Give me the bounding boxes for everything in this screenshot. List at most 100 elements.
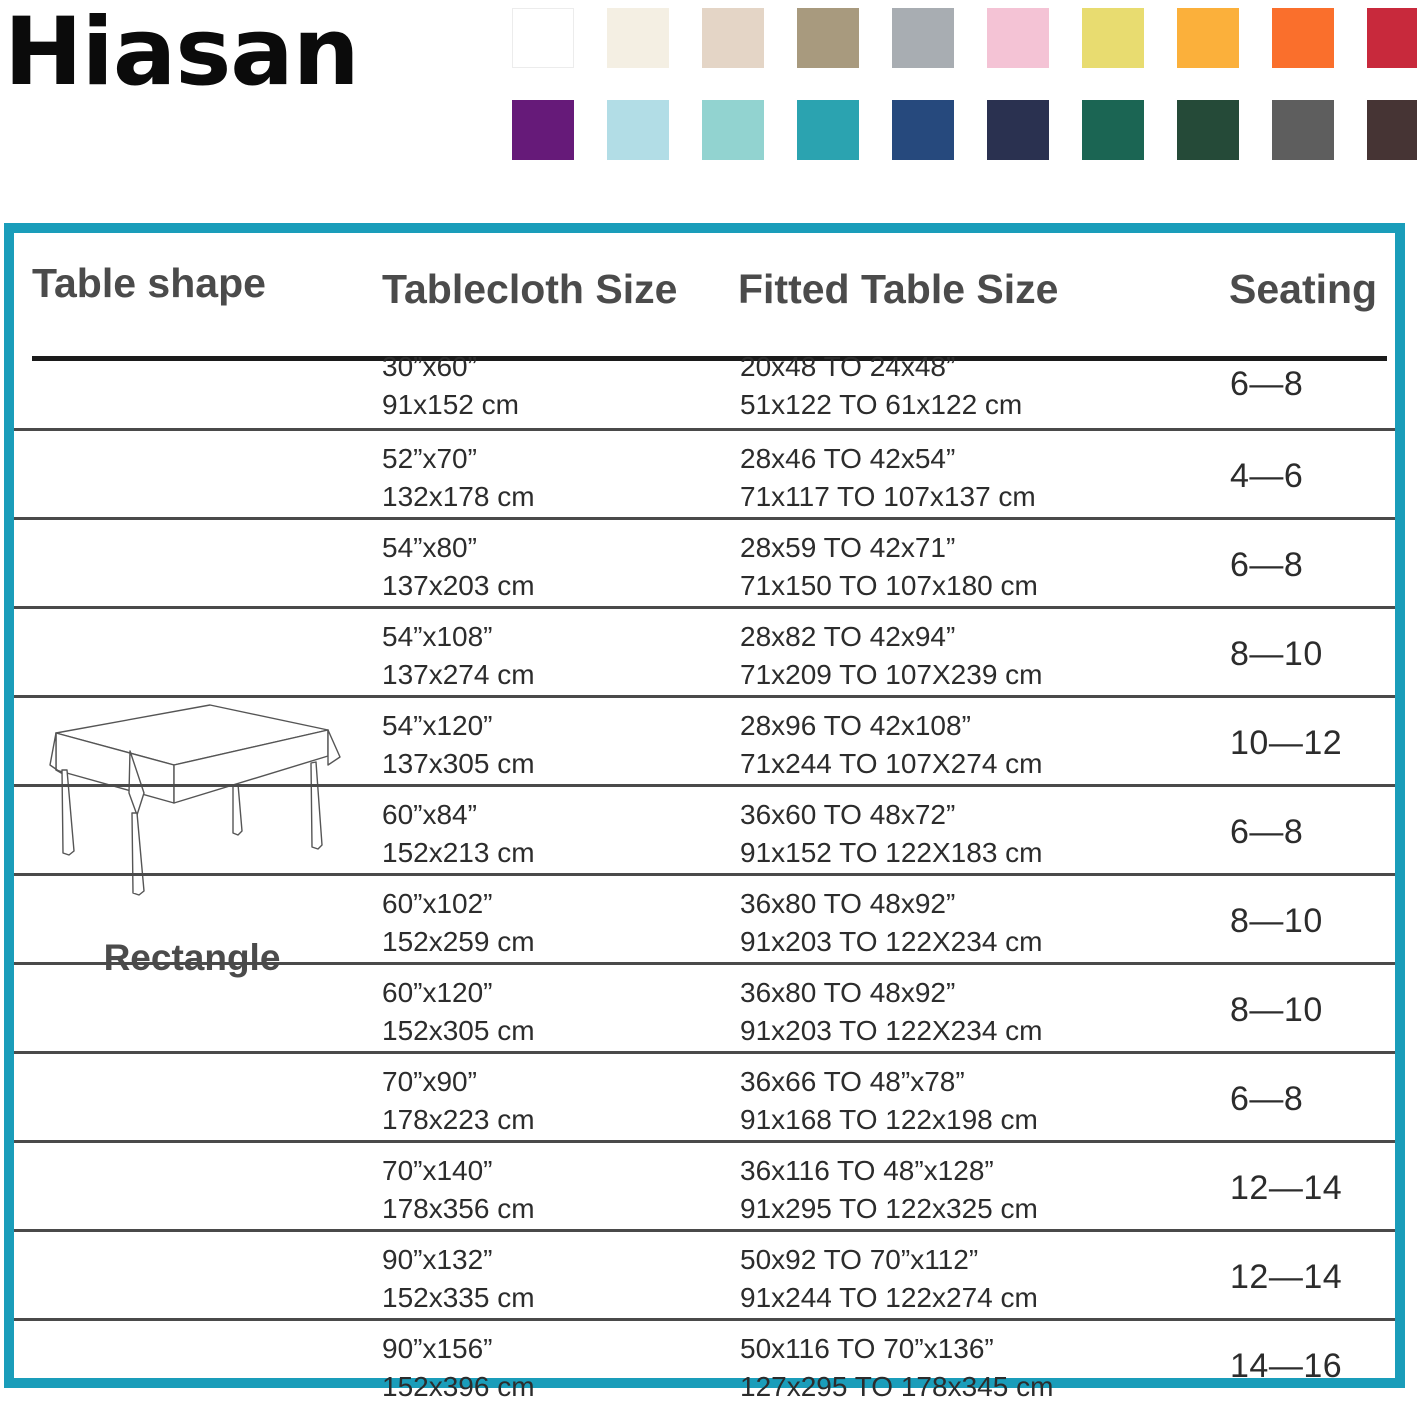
- tablecloth-size-cm: 178x223 cm: [382, 1104, 535, 1135]
- fitted-size-cm: 91x168 TO 122x198 cm: [740, 1104, 1038, 1135]
- color-swatch-dark-brown[interactable]: [1367, 100, 1417, 160]
- fitted-size-inches: 28x46 TO 42x54”: [740, 443, 956, 474]
- fitted-size-inches: 36x66 TO 48”x78”: [740, 1066, 965, 1097]
- fitted-size-cm: 71x117 TO 107x137 cm: [740, 481, 1036, 512]
- tablecloth-size-inches: 54”x80”: [382, 532, 477, 563]
- cell-tablecloth-size: 54”x80” 137x203 cm: [382, 529, 535, 605]
- color-swatch-navy-blue[interactable]: [892, 100, 954, 160]
- tablecloth-size-cm: 137x203 cm: [382, 570, 535, 601]
- chart-header-row: Table shape Tablecloth Size Fitted Table…: [14, 255, 1395, 361]
- tablecloth-size-cm: 137x305 cm: [382, 748, 535, 779]
- tablecloth-size-cm: 152x259 cm: [382, 926, 535, 957]
- column-header-fitted-table-size: Fitted Table Size: [738, 266, 1059, 312]
- cell-fitted-table-size: 36x116 TO 48”x128” 91x295 TO 122x325 cm: [740, 1152, 1038, 1228]
- color-swatch-grey[interactable]: [892, 8, 954, 68]
- cell-seating: 14—16: [1230, 1346, 1343, 1385]
- cell-seating: 6—8: [1230, 364, 1304, 403]
- tablecloth-size-inches: 60”x84”: [382, 799, 477, 830]
- color-swatch-beige[interactable]: [702, 8, 764, 68]
- fitted-size-inches: 28x96 TO 42x108”: [740, 710, 971, 741]
- cell-seating: 12—14: [1230, 1257, 1343, 1296]
- table-shape-label: Rectangle: [103, 937, 281, 978]
- cell-tablecloth-size: 30”x60” 91x152 cm: [382, 348, 519, 424]
- fitted-size-inches: 28x59 TO 42x71”: [740, 532, 956, 563]
- tablecloth-size-inches: 90”x156”: [382, 1333, 493, 1364]
- cell-fitted-table-size: 36x80 TO 48x92” 91x203 TO 122X234 cm: [740, 974, 1043, 1050]
- color-swatch-aqua[interactable]: [702, 100, 764, 160]
- cell-seating: 8—10: [1230, 634, 1323, 673]
- tablecloth-size-inches: 60”x102”: [382, 888, 493, 919]
- fitted-size-cm: 71x244 TO 107X274 cm: [740, 748, 1043, 779]
- size-table-row: 70”x140” 178x356 cm 36x116 TO 48”x128” 91x2…: [14, 1140, 1395, 1229]
- fitted-size-inches: 36x80 TO 48x92”: [740, 977, 956, 1008]
- tablecloth-size-inches: 54”x108”: [382, 621, 493, 652]
- color-swatch-orange[interactable]: [1272, 8, 1334, 68]
- fitted-size-cm: 127x295 TO 178x345 cm: [740, 1371, 1054, 1402]
- color-swatch-emerald[interactable]: [1082, 100, 1144, 160]
- fitted-size-inches: 36x80 TO 48x92”: [740, 888, 956, 919]
- size-chart-frame: Table shape Tablecloth Size Fitted Table…: [4, 223, 1405, 1402]
- tablecloth-size-inches: 90”x132”: [382, 1244, 493, 1275]
- size-table-row: 60”x84” 152x213 cm 36x60 TO 48x72” 91x152 T…: [14, 784, 1395, 873]
- brand-logo: Hiasan: [4, 0, 360, 107]
- tablecloth-size-cm: 178x356 cm: [382, 1193, 535, 1224]
- fitted-size-cm: 71x150 TO 107x180 cm: [740, 570, 1038, 601]
- color-swatch-pink[interactable]: [987, 8, 1049, 68]
- cell-tablecloth-size: 60”x84” 152x213 cm: [382, 796, 535, 872]
- fitted-size-inches: 28x82 TO 42x94”: [740, 621, 956, 652]
- fitted-size-cm: 91x244 TO 122x274 cm: [740, 1282, 1038, 1313]
- size-rows-container: 30”x60” 91x152 cm 20x48 TO 24x48” 51x122 TO…: [14, 339, 1395, 1407]
- tablecloth-size-cm: 132x178 cm: [382, 481, 535, 512]
- cell-tablecloth-size: 60”x120” 152x305 cm: [382, 974, 535, 1050]
- cell-fitted-table-size: 50x116 TO 70”x136” 127x295 TO 178x345 cm: [740, 1330, 1053, 1406]
- tablecloth-size-inches: 30”x60”: [382, 351, 477, 382]
- cell-fitted-table-size: 50x92 TO 70”x112” 91x244 TO 122x274 cm: [740, 1241, 1038, 1317]
- cell-seating: 6—8: [1230, 545, 1304, 584]
- color-swatch-row-bottom: [512, 100, 1417, 160]
- fitted-size-cm: 91x152 TO 122X183 cm: [740, 837, 1043, 868]
- cell-tablecloth-size: 70”x90” 178x223 cm: [382, 1063, 535, 1139]
- cell-tablecloth-size: 90”x132” 152x335 cm: [382, 1241, 535, 1317]
- color-swatch-teal[interactable]: [797, 100, 859, 160]
- tablecloth-size-inches: 70”x90”: [382, 1066, 477, 1097]
- size-table-row: 60”x120” 152x305 cm 36x80 TO 48x92” 91x203 …: [14, 962, 1395, 1051]
- color-swatch-dark-grey[interactable]: [1272, 100, 1334, 160]
- header-divider: [32, 356, 1387, 361]
- color-swatch-ivory[interactable]: [607, 8, 669, 68]
- cell-fitted-table-size: 36x60 TO 48x72” 91x152 TO 122X183 cm: [740, 796, 1043, 872]
- fitted-size-cm: 51x122 TO 61x122 cm: [740, 389, 1023, 420]
- cell-tablecloth-size: 70”x140” 178x356 cm: [382, 1152, 535, 1228]
- column-header-seating: Seating: [1229, 266, 1378, 312]
- cell-seating: 6—8: [1230, 1079, 1304, 1118]
- cell-seating: 8—10: [1230, 990, 1323, 1029]
- cell-fitted-table-size: 28x82 TO 42x94” 71x209 TO 107X239 cm: [740, 618, 1043, 694]
- cell-seating: 10—12: [1230, 723, 1343, 762]
- color-swatch-red[interactable]: [1367, 8, 1417, 68]
- cell-fitted-table-size: 36x66 TO 48”x78” 91x168 TO 122x198 cm: [740, 1063, 1038, 1139]
- color-swatch-purple[interactable]: [512, 100, 574, 160]
- size-table-row: 70”x90” 178x223 cm 36x66 TO 48”x78” 91x168 …: [14, 1051, 1395, 1140]
- color-swatch-hunter-green[interactable]: [1177, 100, 1239, 160]
- color-swatch-taupe[interactable]: [797, 8, 859, 68]
- cell-seating: 12—14: [1230, 1168, 1343, 1207]
- color-swatch-white[interactable]: [512, 8, 574, 68]
- fitted-size-cm: 71x209 TO 107X239 cm: [740, 659, 1043, 690]
- fitted-size-cm: 91x203 TO 122X234 cm: [740, 1015, 1043, 1046]
- tablecloth-size-cm: 152x335 cm: [382, 1282, 535, 1313]
- color-swatch-light-blue[interactable]: [607, 100, 669, 160]
- size-table-row: 54”x108” 137x274 cm 28x82 TO 42x94” 71x209 …: [14, 606, 1395, 695]
- size-table-row: 60”x102” 152x259 cm 36x80 TO 48x92” 91x203 …: [14, 873, 1395, 962]
- fitted-size-inches: 20x48 TO 24x48”: [740, 351, 956, 382]
- tablecloth-size-inches: 60”x120”: [382, 977, 493, 1008]
- color-swatch-yellow[interactable]: [1082, 8, 1144, 68]
- color-swatch-marigold[interactable]: [1177, 8, 1239, 68]
- cell-seating: 8—10: [1230, 901, 1323, 940]
- fitted-size-inches: 36x60 TO 48x72”: [740, 799, 956, 830]
- size-table-row: 90”x132” 152x335 cm 50x92 TO 70”x112” 91x24…: [14, 1229, 1395, 1318]
- size-table-row: 90”x156” 152x396 cm 50x116 TO 70”x136” 127x…: [14, 1318, 1395, 1407]
- fitted-size-cm: 91x203 TO 122X234 cm: [740, 926, 1043, 957]
- cell-fitted-table-size: 20x48 TO 24x48” 51x122 TO 61x122 cm: [740, 348, 1022, 424]
- tablecloth-size-inches: 54”x120”: [382, 710, 493, 741]
- size-table-row: 54”x120” 137x305 cm 28x96 TO 42x108” 71x244…: [14, 695, 1395, 784]
- color-swatch-dark-navy[interactable]: [987, 100, 1049, 160]
